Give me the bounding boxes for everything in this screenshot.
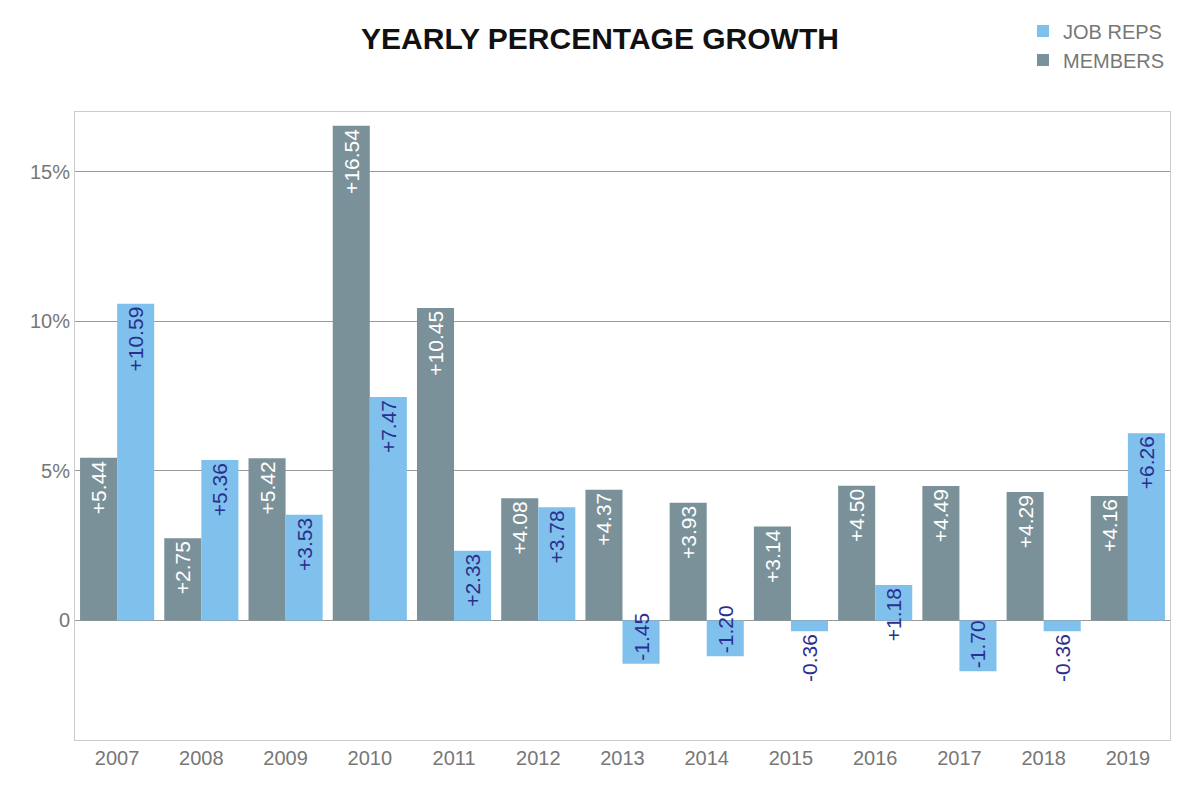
svg-text:+7.47: +7.47 [377, 400, 400, 453]
svg-text:2015: 2015 [769, 747, 814, 769]
svg-text:+16.54: +16.54 [340, 129, 363, 194]
svg-text:2013: 2013 [600, 747, 645, 769]
svg-text:2007: 2007 [95, 747, 139, 769]
svg-text:15%: 15% [30, 161, 70, 183]
svg-text:+4.29: +4.29 [1014, 495, 1037, 548]
svg-text:+4.49: +4.49 [929, 489, 952, 542]
svg-text:-1.20: -1.20 [714, 605, 737, 653]
svg-text:JOB REPS: JOB REPS [1063, 21, 1162, 43]
svg-text:2010: 2010 [348, 747, 393, 769]
svg-text:+1.18: +1.18 [882, 588, 905, 641]
svg-text:-0.36: -0.36 [1051, 634, 1074, 682]
svg-text:-0.36: -0.36 [798, 634, 821, 682]
svg-text:+3.78: +3.78 [545, 510, 568, 563]
svg-text:MEMBERS: MEMBERS [1063, 50, 1164, 72]
svg-text:+2.75: +2.75 [171, 541, 194, 594]
svg-text:5%: 5% [41, 460, 70, 482]
svg-text:2011: 2011 [433, 747, 476, 769]
svg-text:+5.36: +5.36 [208, 463, 231, 516]
svg-text:+6.26: +6.26 [1135, 436, 1158, 489]
svg-text:YEARLY PERCENTAGE GROWTH: YEARLY PERCENTAGE GROWTH [361, 22, 839, 55]
svg-text:+4.16: +4.16 [1098, 499, 1121, 552]
svg-text:+10.45: +10.45 [424, 311, 447, 376]
svg-text:+2.33: +2.33 [461, 554, 484, 607]
svg-text:2014: 2014 [684, 747, 729, 769]
svg-text:0: 0 [59, 609, 70, 631]
svg-text:2019: 2019 [1106, 747, 1151, 769]
svg-text:+4.08: +4.08 [508, 501, 531, 554]
svg-text:+5.44: +5.44 [87, 461, 110, 514]
svg-text:+5.42: +5.42 [256, 461, 279, 514]
svg-text:10%: 10% [30, 310, 70, 332]
svg-text:2008: 2008 [179, 747, 224, 769]
svg-text:2009: 2009 [263, 747, 308, 769]
svg-text:+4.50: +4.50 [845, 489, 868, 542]
svg-text:2017: 2017 [937, 747, 982, 769]
svg-text:-1.70: -1.70 [966, 620, 989, 668]
svg-text:+3.14: +3.14 [761, 529, 784, 582]
svg-text:+3.93: +3.93 [677, 506, 700, 559]
svg-text:-1.45: -1.45 [630, 613, 653, 661]
svg-text:+10.59: +10.59 [124, 307, 147, 372]
svg-text:2018: 2018 [1021, 747, 1066, 769]
svg-text:+3.53: +3.53 [293, 518, 316, 571]
svg-text:2016: 2016 [853, 747, 898, 769]
svg-text:2012: 2012 [516, 747, 561, 769]
svg-text:+4.37: +4.37 [592, 493, 615, 546]
